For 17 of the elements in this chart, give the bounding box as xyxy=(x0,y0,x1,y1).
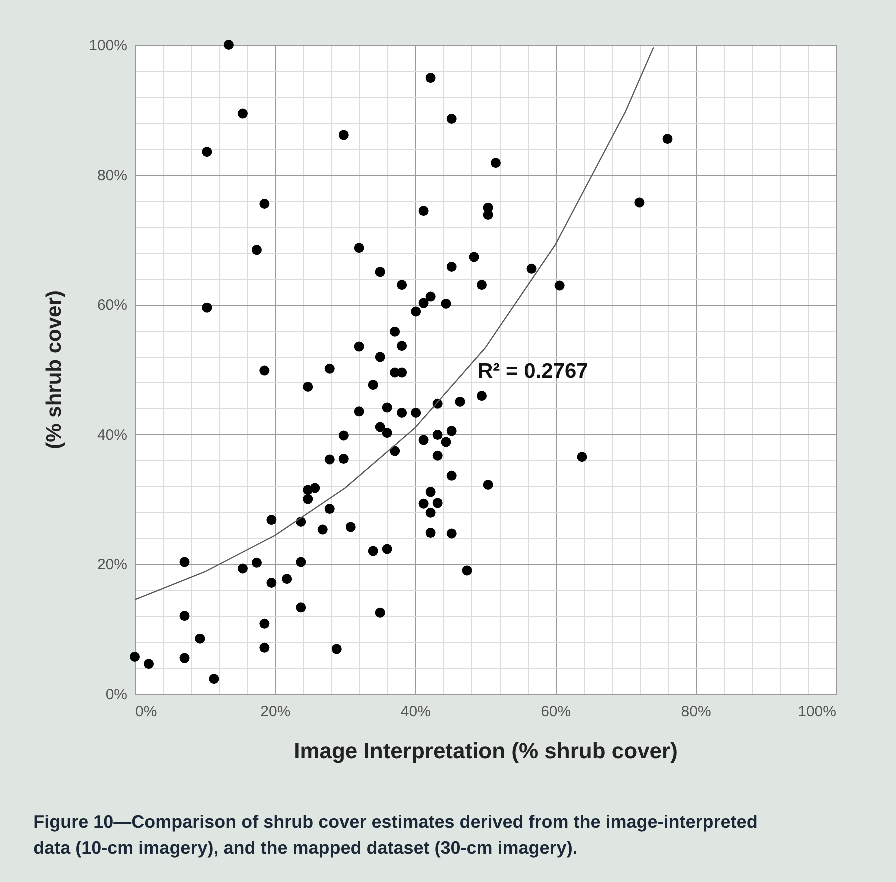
x-tick-label: 20% xyxy=(260,704,291,720)
text: Figure 10—Comparison of shrub cover estimates derived from the image-interpreted data (10-cm imagery), and the mapped dataset (30-cm imagery). xyxy=(34,812,758,858)
y-tick-label: 100% xyxy=(89,38,128,54)
x-tick-label: 40% xyxy=(400,704,431,720)
y-axis-title: (% shrub cover) xyxy=(43,290,66,450)
x-tick-label: 0% xyxy=(136,704,158,720)
annotation: R² = 0.2767 xyxy=(478,360,588,383)
line-series xyxy=(134,46,654,600)
x-tick-label: 80% xyxy=(681,704,712,720)
y-tick-label: 0% xyxy=(106,686,128,704)
x-tick-label: 60% xyxy=(541,704,572,720)
y-tick-label: 20% xyxy=(97,556,128,574)
y-tick-label: 80% xyxy=(97,167,128,184)
x-axis-title: Image Interpretation (% shrub cover) xyxy=(294,738,678,764)
x-tick-label: 100% xyxy=(798,704,836,720)
y-tick-label: 40% xyxy=(97,426,128,444)
y-tick-label: 60% xyxy=(97,297,128,314)
